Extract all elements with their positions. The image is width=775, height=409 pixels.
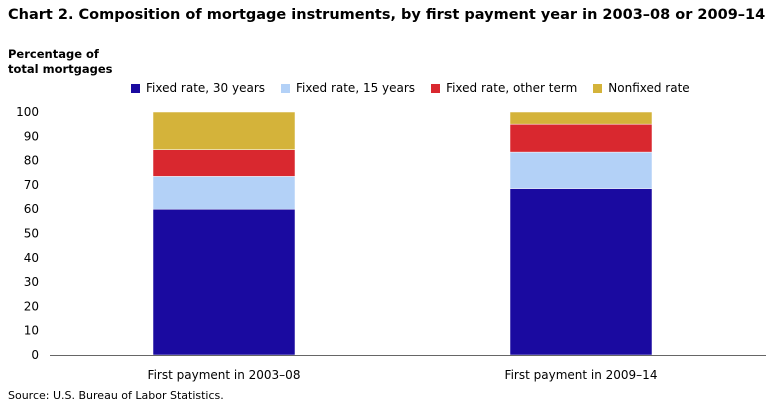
legend-swatch-fixed-30 (131, 83, 140, 93)
y-tick-label-80: 80 (24, 154, 39, 168)
chart-title: Chart 2. Composition of mortgage instrum… (8, 7, 766, 23)
y-tick-label-10: 10 (24, 324, 39, 338)
bar-segment-1-0 (509, 188, 653, 356)
bar-segment-0-0 (152, 208, 296, 356)
legend-label-nonfixed: Nonfixed rate (608, 81, 690, 95)
legend-swatch-nonfixed (593, 83, 603, 93)
legend-item-nonfixed: Nonfixed rate (593, 81, 690, 95)
legend-swatch-fixed-15 (281, 83, 291, 93)
bar-segment-1-1 (509, 151, 653, 189)
source-note: Source: U.S. Bureau of Labor Statistics. (8, 389, 224, 402)
y-tick-label-20: 20 (24, 299, 39, 313)
legend-label-fixed-30: Fixed rate, 30 years (146, 81, 266, 95)
legend-item-fixed-other: Fixed rate, other term (431, 81, 577, 95)
legend-item-fixed-30: Fixed rate, 30 years (131, 81, 265, 95)
y-tick-label-90: 90 (24, 129, 39, 143)
y-axis-label: Percentage of total mortgages (8, 47, 113, 76)
x-category-label-0: First payment in 2003–08 (148, 368, 301, 382)
y-tick-label-50: 50 (24, 227, 39, 241)
chart-legend: Fixed rate, 30 years Fixed rate, 15 year… (131, 81, 706, 95)
y-tick-label-40: 40 (24, 251, 39, 265)
bar-segment-0-1 (152, 176, 296, 210)
bar-segment-1-2 (509, 123, 653, 153)
legend-item-fixed-15: Fixed rate, 15 years (281, 81, 415, 95)
y-tick-label-60: 60 (24, 202, 39, 216)
y-tick-label-30: 30 (24, 275, 39, 289)
bar-segment-0-2 (152, 149, 296, 177)
y-tick-label-70: 70 (24, 178, 39, 192)
y-tick-label-100: 100 (16, 105, 39, 119)
bar-segment-1-3 (509, 111, 653, 125)
bar-segment-0-3 (152, 111, 296, 150)
legend-label-fixed-15: Fixed rate, 15 years (296, 81, 416, 95)
legend-swatch-fixed-other (431, 83, 441, 93)
x-category-label-1: First payment in 2009–14 (505, 368, 658, 382)
legend-label-fixed-other: Fixed rate, other term (446, 81, 578, 95)
y-tick-label-0: 0 (31, 348, 39, 362)
